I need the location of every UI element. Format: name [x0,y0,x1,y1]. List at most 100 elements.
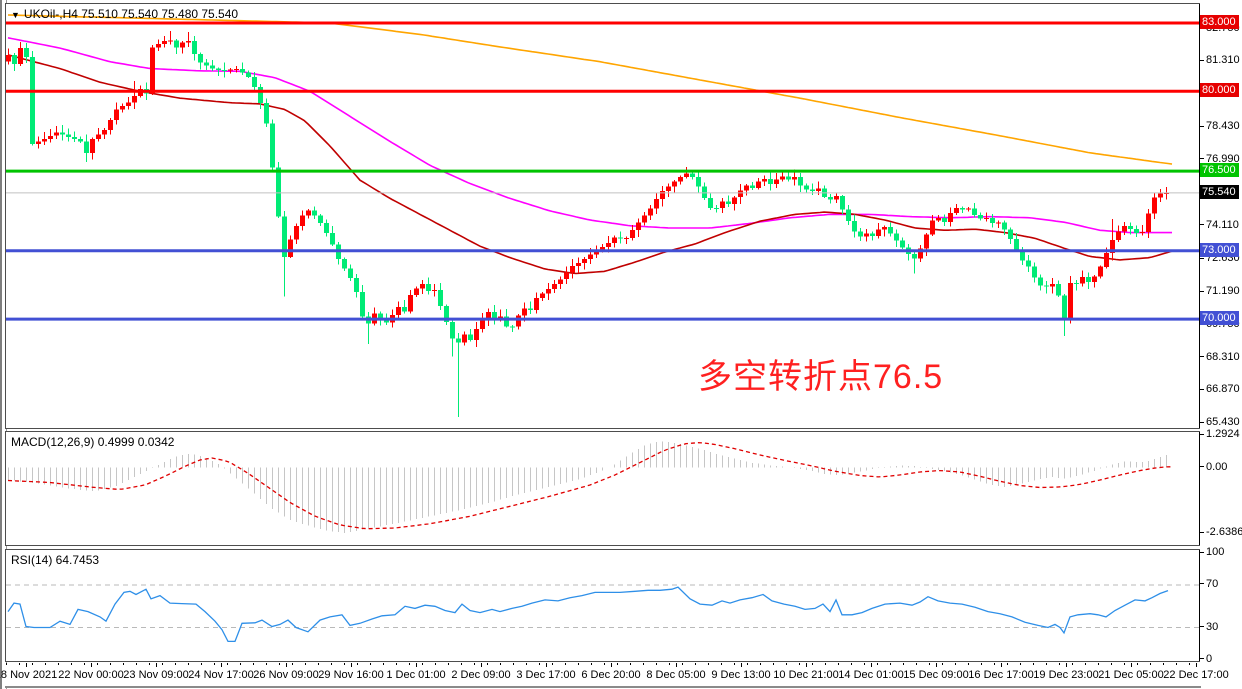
candle [402,307,407,312]
time-minor-tick [942,663,943,665]
time-minor-tick [318,663,319,665]
time-label: 16 Dec 17:00 [968,669,1034,681]
candle [780,176,785,180]
chart-annotation-text[interactable]: 多空转折点76.5 [698,358,944,396]
price-tick-label: 66.870 [1206,383,1240,396]
candle [12,54,17,64]
candle [480,319,485,329]
time-minor-tick [799,663,800,665]
symbol-header: ▼ UKOil-,H4 75.510 75.540 75.480 75.540 [11,7,238,21]
candle [378,313,383,320]
time-minor-tick [604,663,605,665]
candle [30,57,35,144]
candle [294,226,299,240]
time-label: 8 Dec 05:00 [646,669,706,681]
candle [1038,277,1043,286]
candle [216,68,221,70]
time-axis[interactable]: 18 Nov 2021 22 Nov 00:00 23 Nov 09:00 24 No… [0,663,1229,688]
candle [270,123,275,168]
time-minor-tick [539,663,540,665]
candle [240,69,245,73]
time-minor-tick [422,663,423,665]
time-major-tick [806,663,807,667]
candle [150,47,155,94]
main-chart-panel[interactable]: ▼ UKOil-,H4 75.510 75.540 75.480 75.540 多… [5,3,1201,429]
time-label: 21 Dec 05:00 [1098,669,1164,681]
time-minor-tick [175,663,176,665]
candle [474,329,479,340]
time-label: 24 Nov 17:00 [188,669,254,681]
rsi-surface [6,550,1200,661]
candle [450,322,455,339]
time-minor-tick [812,663,813,665]
candle [540,293,545,298]
ma-line-slow-orange [7,14,1173,165]
time-minor-tick [84,663,85,665]
candle [276,167,281,217]
time-minor-tick [461,663,462,665]
candle [1026,260,1031,267]
candle [834,196,839,200]
candle [720,201,725,209]
candle [210,65,215,69]
candle [354,277,359,292]
price-tick-label: 76.990 [1206,152,1240,165]
macd-signal-line [7,442,1173,530]
rsi-panel[interactable]: RSI(14) 64.7453 [5,549,1201,662]
collapse-arrow-icon[interactable]: ▼ [11,10,20,20]
rsi-tick-mark [1200,583,1204,585]
time-label: 23 Nov 09:00 [123,669,189,681]
candle [966,208,971,210]
macd-panel[interactable]: MACD(12,26,9) 0.4999 0.0342 [5,431,1201,546]
time-minor-tick [851,663,852,665]
time-minor-tick [97,663,98,665]
candle [642,215,647,223]
candle [918,248,923,259]
time-minor-tick [279,663,280,665]
candle [948,213,953,222]
time-minor-tick [474,663,475,665]
time-major-tick [1196,663,1197,667]
time-minor-tick [214,663,215,665]
time-minor-tick [955,663,956,665]
time-minor-tick [266,663,267,665]
time-label: 26 Nov 09:00 [253,669,319,681]
time-minor-tick [526,663,527,665]
candle [930,220,935,235]
candle [654,199,659,209]
time-minor-tick [1072,663,1073,665]
candle [66,134,71,137]
candle [606,242,611,247]
candle [714,207,719,209]
candle [486,311,491,320]
candle [1152,197,1157,214]
candle [348,268,353,278]
candle [108,119,113,131]
candle [96,134,101,140]
time-minor-tick [1059,663,1060,665]
candle [888,226,893,234]
price-tick-mark [1200,257,1204,259]
rsi-tick-label: 30 [1206,620,1219,633]
time-major-tick [546,663,547,667]
price-tick-label: 71.190 [1206,285,1240,298]
macd-axis: 1.2924 0.00 -2.6386 [1200,428,1242,546]
time-minor-tick [643,663,644,665]
candle [360,291,365,317]
candle [576,262,581,267]
time-label: 19 Dec 23:00 [1033,669,1099,681]
candle [690,173,695,178]
candle [1014,239,1019,251]
time-major-tick [26,663,27,667]
candle [564,272,569,280]
time-minor-tick [591,663,592,665]
candle [768,179,773,184]
time-major-tick [611,663,612,667]
price-chart-surface[interactable] [6,4,1200,428]
candle [174,40,179,48]
time-major-tick [936,663,937,667]
candle [204,62,209,66]
candle [444,305,449,323]
time-minor-tick [734,663,735,665]
candle [990,217,995,224]
